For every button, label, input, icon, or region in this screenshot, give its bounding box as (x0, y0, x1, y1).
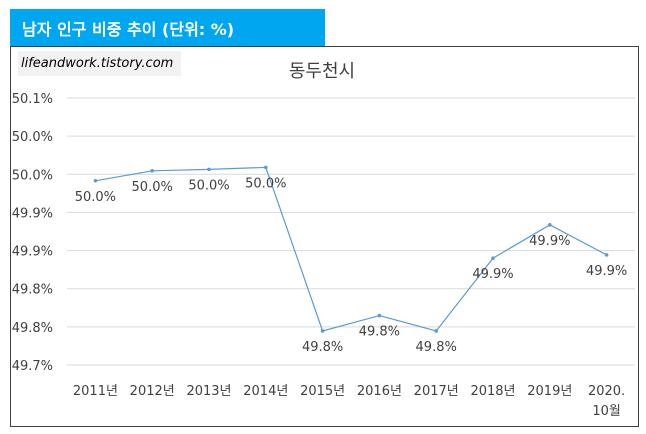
x-tick-label: 2019년 (527, 384, 572, 399)
y-tick-label: 49.8% (12, 321, 53, 336)
x-tick-label: 2016년 (357, 384, 402, 399)
data-label: 49.8% (359, 325, 400, 340)
x-tick-label: 2012년 (130, 384, 175, 399)
data-label: 50.0% (132, 180, 173, 195)
x-tick-label: 2015년 (300, 384, 345, 399)
x-tick-label: 2018년 (470, 384, 515, 399)
x-tick-label: 2020. 10월 (588, 384, 625, 419)
y-tick-label: 50.0% (12, 168, 53, 183)
chart-banner: 남자 인구 비중 추이 (단위: %) (10, 9, 325, 46)
y-tick-label: 49.9% (12, 245, 53, 260)
x-tick-line: 10월 (592, 404, 621, 419)
x-tick-line: 2020. (588, 384, 625, 399)
y-tick-label: 49.7% (12, 359, 53, 374)
y-axis-ticks: 49.7% 49.8% 49.8% 49.9% 49.9% 50.0% 50.0% 50.1% (12, 92, 53, 374)
y-tick-label: 50.1% (12, 92, 53, 107)
watermark: lifeandwork.tistory.com (18, 51, 182, 76)
data-labels: 50.0% 50.0% 50.0% 50.0% 49.8% 49.8% 49.8% 49.9%… (75, 176, 628, 355)
data-point (320, 329, 325, 333)
data-point (491, 256, 495, 261)
data-point (604, 253, 609, 257)
x-tick-label: 2017년 (414, 384, 459, 399)
data-label: 50.0% (75, 190, 116, 205)
y-tick-label: 49.8% (12, 283, 53, 298)
data-point (548, 223, 552, 227)
data-label: 49.8% (416, 340, 457, 355)
y-tick-label: 49.9% (12, 206, 53, 221)
data-point (264, 165, 268, 170)
data-label: 49.9% (529, 234, 570, 249)
watermark-text: lifeandwork.tistory.com (21, 56, 174, 71)
banner-title: 남자 인구 비중 추이 (단위: %) (22, 19, 235, 39)
data-point (434, 329, 439, 333)
data-label: 49.8% (302, 340, 343, 355)
data-label: 50.0% (188, 178, 229, 193)
x-tick-label: 2011년 (73, 384, 118, 399)
chart-frame (10, 46, 639, 427)
x-tick-label: 2014년 (243, 384, 288, 399)
grid-lines (67, 97, 635, 366)
y-tick-label: 50.0% (12, 130, 53, 145)
data-point (207, 167, 211, 172)
x-axis-ticks: 2011년 2012년 2013년 2014년 2015년 2016년 2017년 2018년… (73, 384, 625, 419)
data-point (93, 178, 98, 183)
data-label: 50.0% (245, 176, 286, 191)
series-line (95, 166, 607, 332)
data-label: 49.9% (586, 264, 627, 279)
data-point (150, 168, 154, 173)
chart-title: 동두천시 (289, 61, 355, 82)
data-point (377, 313, 382, 318)
series-layer (93, 165, 609, 333)
data-label: 49.9% (472, 267, 513, 282)
x-tick-label: 2013년 (186, 384, 231, 399)
